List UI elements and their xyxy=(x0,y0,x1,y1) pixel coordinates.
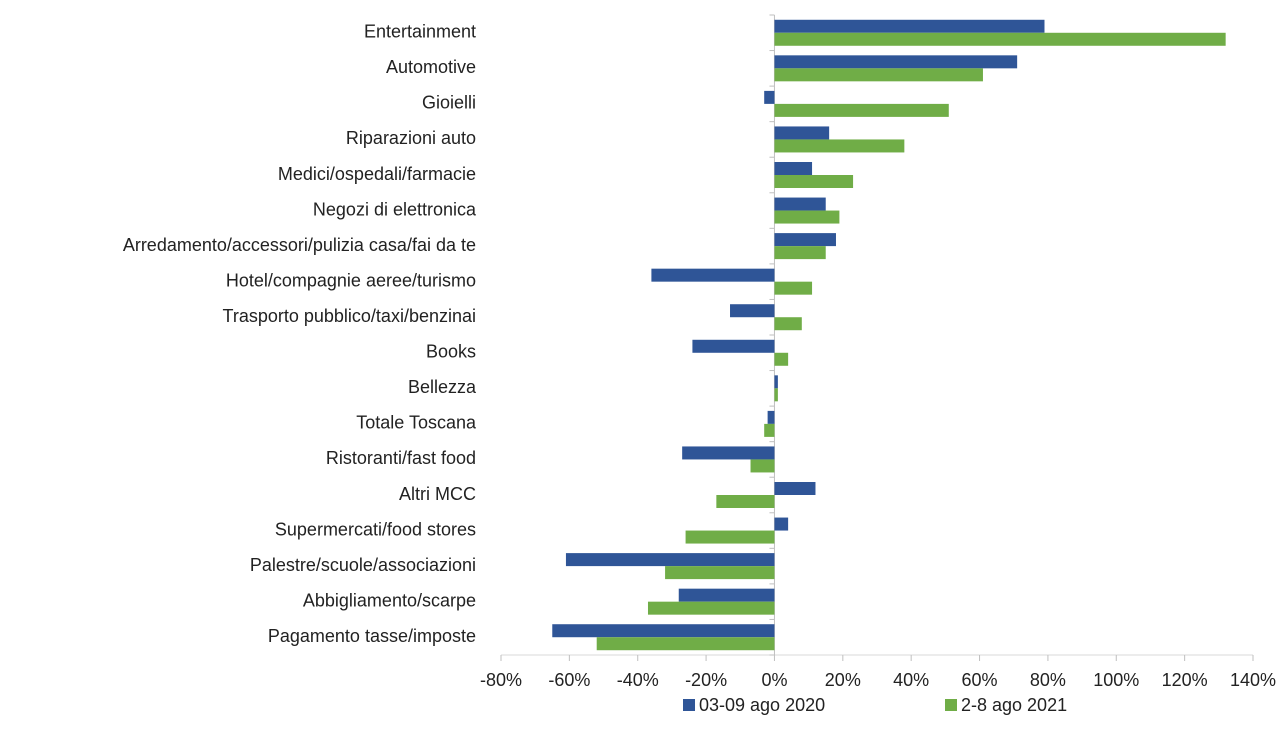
y-tick-label: Negozi di elettronica xyxy=(313,199,477,219)
bar xyxy=(774,517,789,531)
bar xyxy=(678,588,775,602)
bar xyxy=(665,566,775,580)
bar xyxy=(774,375,778,389)
bar xyxy=(774,175,854,188)
bar xyxy=(596,637,775,651)
bar xyxy=(774,352,789,366)
bar xyxy=(774,103,949,117)
y-tick-label: Abbigliamento/scarpe xyxy=(303,590,476,610)
x-tick-label: 140% xyxy=(1230,670,1276,690)
bar xyxy=(774,388,778,402)
bar xyxy=(774,482,816,495)
bar xyxy=(730,304,775,318)
y-tick-label: Hotel/compagnie aeree/turismo xyxy=(226,270,476,290)
bar xyxy=(774,162,813,175)
legend-label: 03-09 ago 2020 xyxy=(699,695,825,715)
bar xyxy=(651,268,775,282)
y-tick-label: Medici/ospedali/farmacie xyxy=(278,164,476,184)
bar xyxy=(774,210,840,224)
x-tick-label: 40% xyxy=(893,670,929,690)
bar xyxy=(774,281,813,295)
x-tick-label: 100% xyxy=(1093,670,1139,690)
y-tick-label: Ristoranti/fast food xyxy=(326,448,476,468)
legend-swatch xyxy=(683,699,695,711)
y-tick-label: Gioielli xyxy=(422,93,476,113)
y-tick-label: Supermercati/food stores xyxy=(275,519,476,539)
y-tick-label: Books xyxy=(426,342,476,362)
y-tick-label: Trasporto pubblico/taxi/benzinai xyxy=(223,306,476,326)
bar xyxy=(552,624,775,638)
y-tick-label: Totale Toscana xyxy=(356,413,477,433)
y-tick-label: Pagamento tasse/imposte xyxy=(268,626,476,646)
x-tick-label: -80% xyxy=(480,670,522,690)
bar xyxy=(767,410,775,424)
y-tick-label: Entertainment xyxy=(364,22,476,42)
y-tick-label: Automotive xyxy=(386,57,476,77)
bar xyxy=(774,19,1045,33)
bar xyxy=(764,423,775,437)
bar xyxy=(774,55,1018,69)
y-tick-label: Palestre/scuole/associazioni xyxy=(250,555,476,575)
bar xyxy=(716,495,775,508)
x-tick-label: -20% xyxy=(685,670,727,690)
x-tick-label: 80% xyxy=(1030,670,1066,690)
bar xyxy=(764,90,775,104)
bar xyxy=(692,339,775,353)
bar xyxy=(750,459,775,473)
bar xyxy=(774,139,905,153)
bar xyxy=(774,317,802,331)
bar xyxy=(774,126,830,140)
x-tick-label: -40% xyxy=(617,670,659,690)
bar xyxy=(774,233,836,247)
x-tick-label: 0% xyxy=(761,670,787,690)
y-tick-label: Arredamento/accessori/pulizia casa/fai d… xyxy=(123,235,476,255)
bar xyxy=(682,446,775,460)
bar xyxy=(685,530,775,544)
bar xyxy=(774,68,983,82)
bar xyxy=(774,32,1226,46)
bar xyxy=(647,601,775,615)
x-tick-label: -60% xyxy=(548,670,590,690)
bar xyxy=(774,246,826,260)
y-tick-label: Altri MCC xyxy=(399,484,476,504)
x-tick-label: 20% xyxy=(825,670,861,690)
bar xyxy=(565,553,775,567)
x-tick-label: 60% xyxy=(962,670,998,690)
y-tick-label: Riparazioni auto xyxy=(346,128,476,148)
legend-label: 2-8 ago 2021 xyxy=(961,695,1067,715)
bar xyxy=(774,197,826,211)
legend-swatch xyxy=(945,699,957,711)
x-tick-label: 120% xyxy=(1162,670,1208,690)
y-tick-label: Bellezza xyxy=(408,377,477,397)
